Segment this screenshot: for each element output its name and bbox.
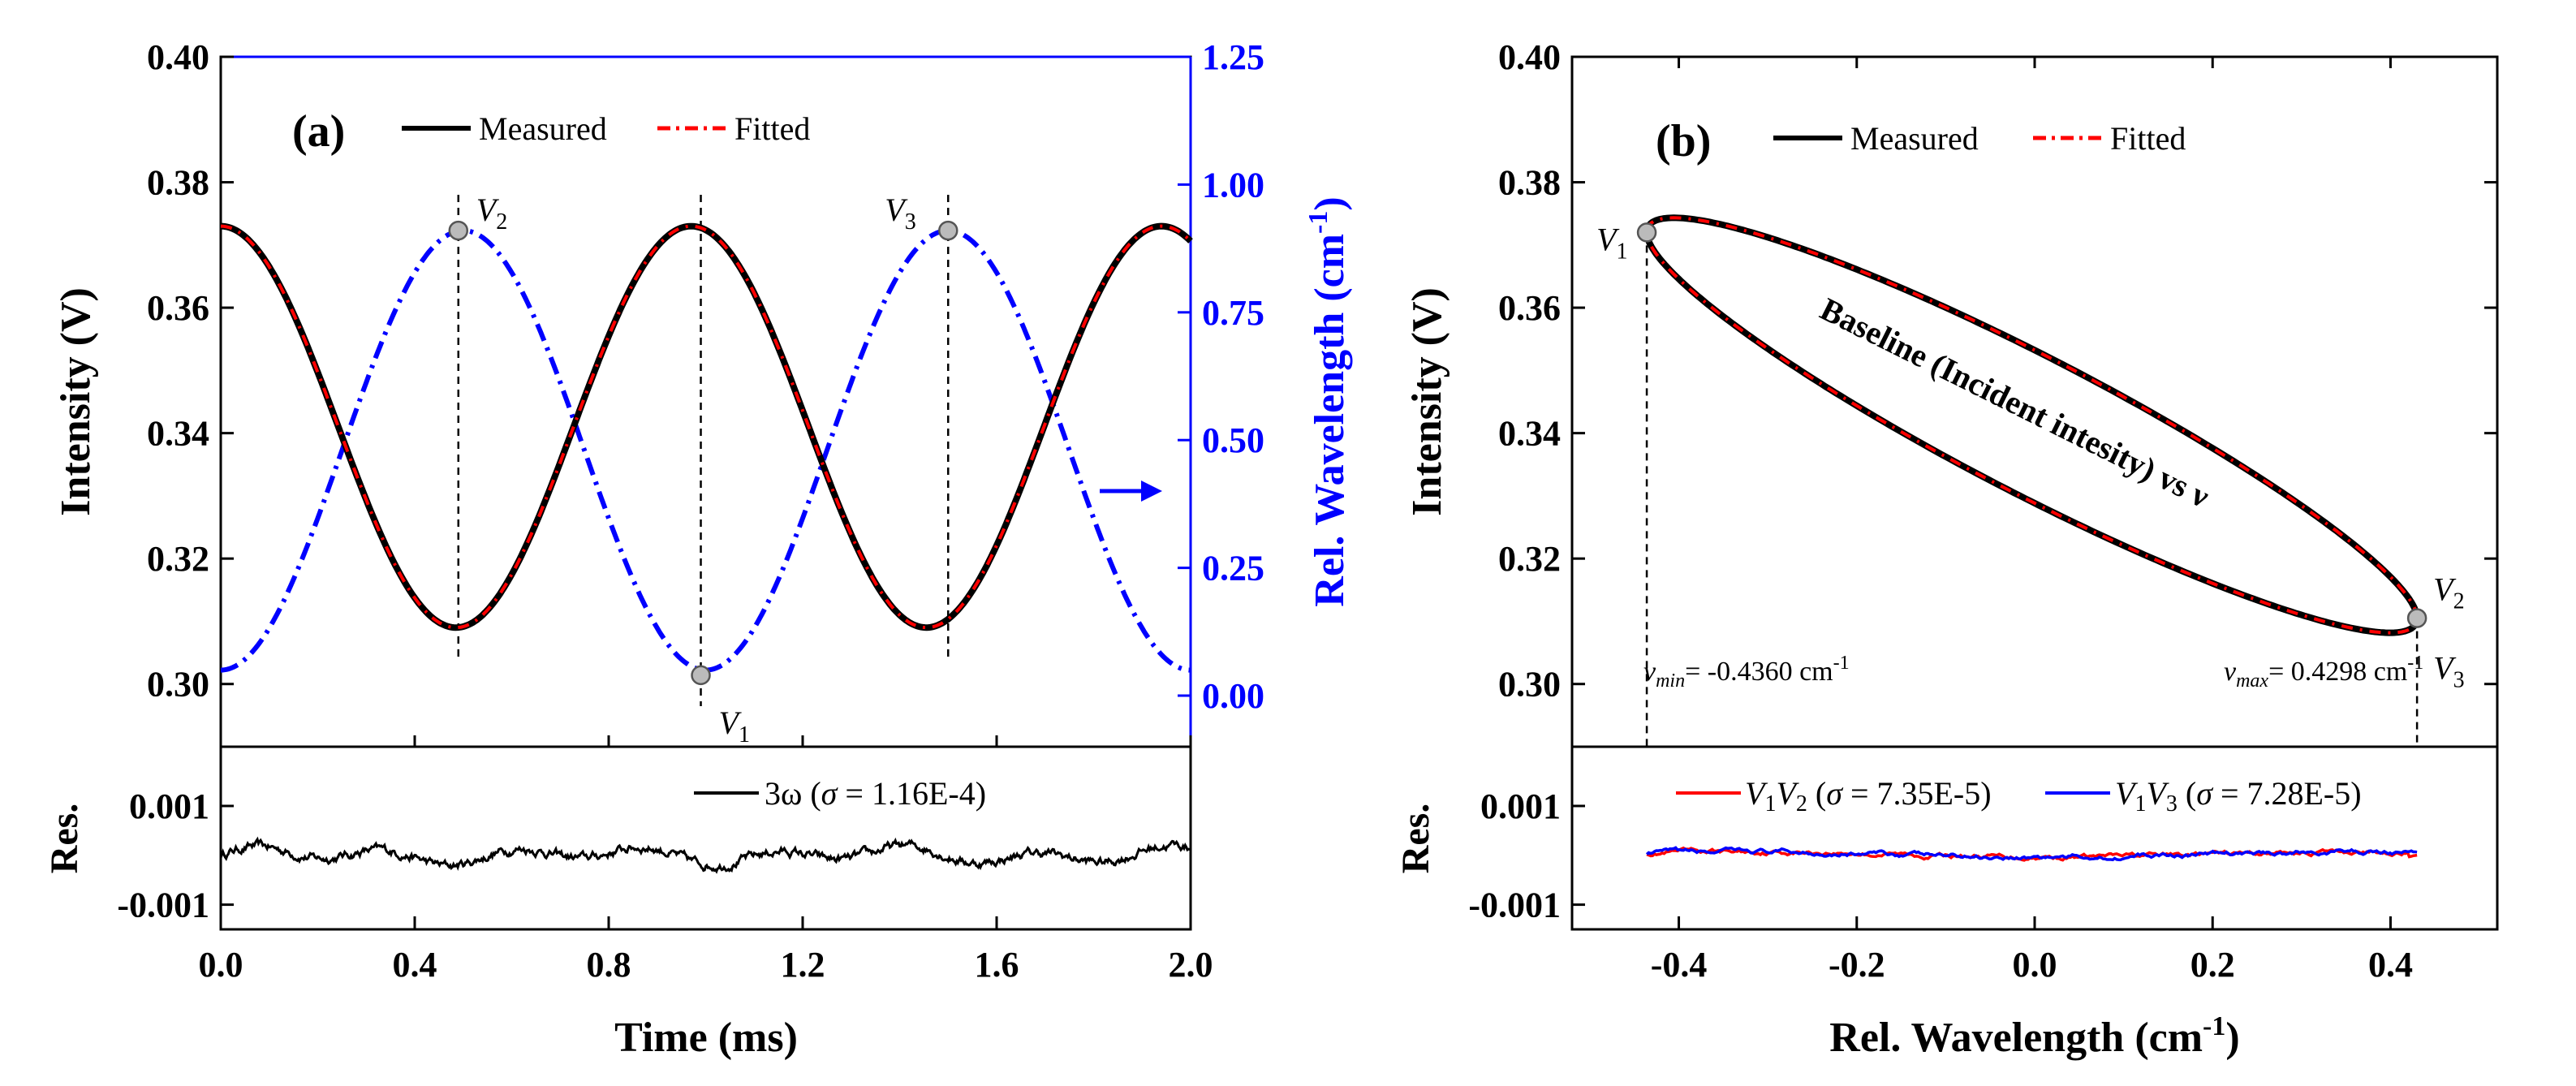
right-tick-label: 0.50 [1202, 420, 1264, 460]
left-tick-label: 0.40 [147, 37, 209, 77]
right-axis-arrow-head [1141, 481, 1162, 502]
legend-b-measured-label: Measured [1850, 120, 1979, 157]
b-x-tick-label: 0.0 [2013, 945, 2057, 985]
left-tick-label: 0.38 [147, 163, 209, 203]
panel-a-markers: V2 V1 V3 [448, 192, 958, 748]
b-y-tick-label: 0.38 [1498, 163, 1561, 203]
panel-b-res-ticks: 0.001 -0.001 [1468, 786, 1585, 925]
panel-b-xlabel: Rel. Wavelength (cm-1) [1829, 1011, 2239, 1061]
panel-a-marker-lines [457, 195, 950, 706]
left-tick-label: 0.32 [147, 539, 209, 579]
x-tick-label: 0.8 [587, 945, 631, 985]
marker-dot [691, 665, 711, 686]
panel-a-res-ylabel: Res. [43, 804, 86, 874]
right-tick-label: 0.00 [1202, 676, 1264, 716]
panel-a-label: (a) [292, 106, 345, 157]
b-marker-label: V1 [1596, 221, 1627, 264]
panel-a-res-legend: 3ω (σ = 1.16E-4) [694, 775, 986, 812]
res-tick-label: -0.001 [117, 886, 209, 925]
legend-b-fitted-label: Fitted [2110, 120, 2186, 157]
nu-min-label: νmin= -0.4360 cm-1 [1643, 653, 1850, 692]
panel-a-xlabel: Time (ms) [614, 1015, 798, 1061]
marker-sub: 2 [496, 209, 507, 235]
legend-3w-label: 3ω (σ = 1.16E-4) [765, 775, 986, 812]
panel-a-res-ticks: 0.001 -0.001 [117, 786, 234, 925]
panel-b-markers: V1 V2 V3 [1596, 221, 2464, 692]
ellipse-annotation: Baseline (Incident intesity) vs ν [1815, 291, 2216, 515]
b-marker-sub: 2 [2453, 589, 2465, 614]
b-x-tick-label: -0.4 [1651, 945, 1708, 985]
legend-measured-label: Measured [479, 110, 607, 147]
panel-b-res-ylabel: Res. [1394, 804, 1437, 874]
marker-dot [448, 220, 469, 241]
panel-a-x-ticks: 0.0 0.4 0.8 1.2 1.6 2.0 [199, 735, 1213, 985]
legend-fitted-label: Fitted [734, 110, 810, 147]
series-fitted [220, 224, 1192, 630]
x-tick-label: 0.4 [393, 945, 437, 985]
marker-label: V3 [885, 192, 915, 235]
marker-label: V2 [476, 192, 507, 235]
panel-a-right-ticks: 0.00 0.25 0.50 0.75 1.00 1.25 [1178, 37, 1264, 716]
right-tick-label: 0.75 [1202, 293, 1264, 333]
panel-b-x-ticks: -0.4 -0.2 0.0 0.2 0.4 [1651, 57, 2413, 985]
b-res-tick-label: 0.001 [1480, 786, 1561, 826]
b-x-tick-label: -0.2 [1829, 945, 1885, 985]
marker-label: V1 [719, 705, 750, 748]
b-y-tick-label: 0.30 [1498, 665, 1561, 705]
b-x-tick-label: 0.2 [2190, 945, 2235, 985]
series-fitted-ellipse [1645, 216, 2419, 635]
panel-a-ylabel-left: Intensity (V) [53, 287, 99, 516]
series-residual-v1v3 [1645, 846, 2418, 862]
panel-a-ylabel-right: Rel. Wavelength (cm-1) [1303, 196, 1353, 606]
b-res-tick-label: -0.001 [1468, 886, 1561, 925]
panel-b-res-legend: V1V2 (σ = 7.35E-5) V1V3 (σ = 7.28E-5) [1676, 775, 2362, 817]
left-tick-label: 0.34 [147, 414, 209, 454]
b-y-tick-label: 0.32 [1498, 539, 1561, 579]
res-tick-label: 0.001 [129, 786, 209, 826]
panel-b-limit-lines [1645, 232, 2419, 747]
right-tick-label: 1.00 [1202, 165, 1264, 205]
b-marker-sub: 1 [1617, 239, 1628, 264]
panel-b: 0.30 0.32 0.34 0.36 0.38 0.40 -0.4 -0.2 0.0 0.2 0… [1394, 37, 2499, 1061]
panel-b-label: (b) [1656, 116, 1711, 166]
x-tick-label: 1.2 [781, 945, 825, 985]
right-tick-label: 0.25 [1202, 549, 1264, 588]
left-tick-label: 0.36 [147, 288, 209, 328]
panel-a-main-frame [219, 55, 1192, 748]
nu-max-label: νmax= 0.4298 cm-1 [2224, 653, 2423, 692]
series-residual-3w [219, 836, 1191, 874]
marker-dot [938, 220, 958, 241]
b-x-tick-label: 0.4 [2368, 945, 2413, 985]
left-tick-label: 0.30 [147, 665, 209, 705]
b-marker-dot [2406, 608, 2427, 628]
panel-b-ylabel: Intensity (V) [1404, 287, 1450, 516]
legend-v1v3-label: V1V3 (σ = 7.28E-5) [2115, 775, 2362, 817]
b-y-tick-label: 0.40 [1498, 37, 1561, 77]
panel-a: 0.30 0.32 0.34 0.36 0.38 0.40 0.00 0.25 0.50 0.7… [43, 37, 1353, 1061]
b-marker-label: V2 [2433, 571, 2464, 614]
panel-b-y-ticks: 0.30 0.32 0.34 0.36 0.38 0.40 [1498, 37, 2497, 705]
panel-b-res-frame [1570, 745, 2499, 931]
x-tick-label: 0.0 [199, 945, 243, 985]
right-tick-label: 1.25 [1202, 37, 1264, 77]
x-tick-label: 2.0 [1169, 945, 1213, 985]
b-marker-label: V3 [2433, 650, 2464, 693]
b-marker-sub: 3 [2453, 668, 2465, 693]
b-y-tick-label: 0.36 [1498, 288, 1561, 328]
series-rel-wavelength [220, 228, 1191, 673]
panel-a-res-frame [219, 745, 1192, 931]
x-tick-label: 1.6 [975, 945, 1019, 985]
b-marker-dot [1636, 222, 1657, 243]
panel-a-left-ticks: 0.30 0.32 0.34 0.36 0.38 0.40 [147, 37, 234, 705]
b-y-tick-label: 0.34 [1498, 414, 1561, 454]
legend-v1v2-label: V1V2 (σ = 7.35E-5) [1745, 775, 1992, 817]
marker-sub: 1 [739, 722, 750, 748]
marker-sub: 3 [905, 209, 916, 235]
